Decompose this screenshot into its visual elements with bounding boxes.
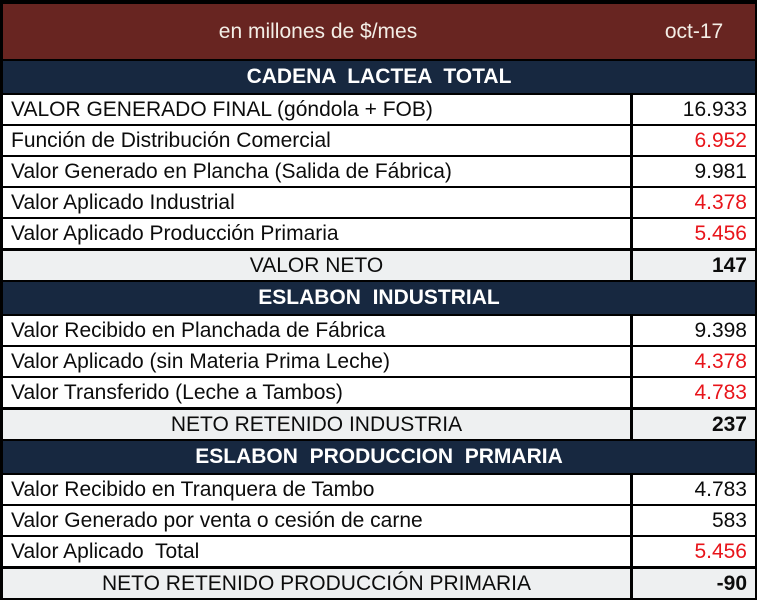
row-value: 583 — [711, 509, 747, 532]
table-row: Valor Aplicado Industrial 4.378 — [3, 186, 755, 217]
summary-label: VALOR NETO — [3, 251, 633, 280]
row-value: 5.456 — [694, 540, 747, 563]
row-value: 16.933 — [682, 98, 747, 121]
section-title: CADENA LACTEA TOTAL — [246, 65, 512, 88]
table-row: Valor Aplicado Producción Primaria 5.456 — [3, 217, 755, 248]
unit-label: en millones de $/mes — [218, 20, 418, 43]
row-label: Valor Transferido (Leche a Tambos) — [3, 378, 633, 407]
table-header-row: en millones de $/mes oct-17 — [3, 4, 755, 59]
row-label: Valor Aplicado Industrial — [3, 188, 633, 217]
row-value: 4.378 — [694, 350, 747, 373]
summary-row: NETO RETENIDO PRODUCCIÓN PRIMARIA -90 — [3, 566, 755, 598]
summary-row: NETO RETENIDO INDUSTRIA 237 — [3, 407, 755, 439]
row-label: Valor Aplicado Total — [3, 537, 633, 566]
summary-label: NETO RETENIDO PRODUCCIÓN PRIMARIA — [3, 569, 633, 598]
summary-value: 237 — [711, 413, 747, 436]
table-row: Valor Generado en Plancha (Salida de Fáb… — [3, 155, 755, 186]
table-row: Valor Recibido en Tranquera de Tambo 4.7… — [3, 473, 755, 504]
row-value: 9.981 — [694, 160, 747, 183]
section-header-eslabon-produccion-primaria: ESLABON PRODUCCION PRMARIA — [3, 439, 755, 473]
period-label: oct-17 — [664, 20, 724, 43]
table-row: Valor Transferido (Leche a Tambos) 4.783 — [3, 376, 755, 407]
row-value: 9.398 — [694, 319, 747, 342]
table-row: Valor Aplicado Total 5.456 — [3, 535, 755, 566]
summary-value: -90 — [716, 572, 747, 595]
summary-value: 147 — [711, 254, 747, 277]
table-row: Valor Recibido en Planchada de Fábrica 9… — [3, 314, 755, 345]
row-label: Valor Aplicado Producción Primaria — [3, 219, 633, 248]
row-value: 5.456 — [694, 222, 747, 245]
summary-label: NETO RETENIDO INDUSTRIA — [3, 410, 633, 439]
row-value: 4.378 — [694, 191, 747, 214]
row-label: Función de Distribución Comercial — [3, 126, 633, 155]
section-header-cadena-lactea-total: CADENA LACTEA TOTAL — [3, 59, 755, 93]
table-row: Valor Generado por venta o cesión de car… — [3, 504, 755, 535]
table-row: VALOR GENERADO FINAL (góndola + FOB) 16.… — [3, 93, 755, 124]
section-title: ESLABON INDUSTRIAL — [258, 286, 500, 309]
section-header-eslabon-industrial: ESLABON INDUSTRIAL — [3, 280, 755, 314]
row-label: Valor Recibido en Planchada de Fábrica — [3, 316, 633, 345]
summary-row: VALOR NETO 147 — [3, 248, 755, 280]
row-label: VALOR GENERADO FINAL (góndola + FOB) — [3, 95, 633, 124]
table-row: Función de Distribución Comercial 6.952 — [3, 124, 755, 155]
row-value: 4.783 — [694, 478, 747, 501]
table-row: Valor Aplicado (sin Materia Prima Leche)… — [3, 345, 755, 376]
row-label: Valor Aplicado (sin Materia Prima Leche) — [3, 347, 633, 376]
row-label: Valor Generado en Plancha (Salida de Fáb… — [3, 157, 633, 186]
row-value: 4.783 — [694, 381, 747, 404]
row-value: 6.952 — [694, 129, 747, 152]
row-label: Valor Recibido en Tranquera de Tambo — [3, 475, 633, 504]
section-title: ESLABON PRODUCCION PRMARIA — [195, 445, 563, 468]
row-label: Valor Generado por venta o cesión de car… — [3, 506, 633, 535]
